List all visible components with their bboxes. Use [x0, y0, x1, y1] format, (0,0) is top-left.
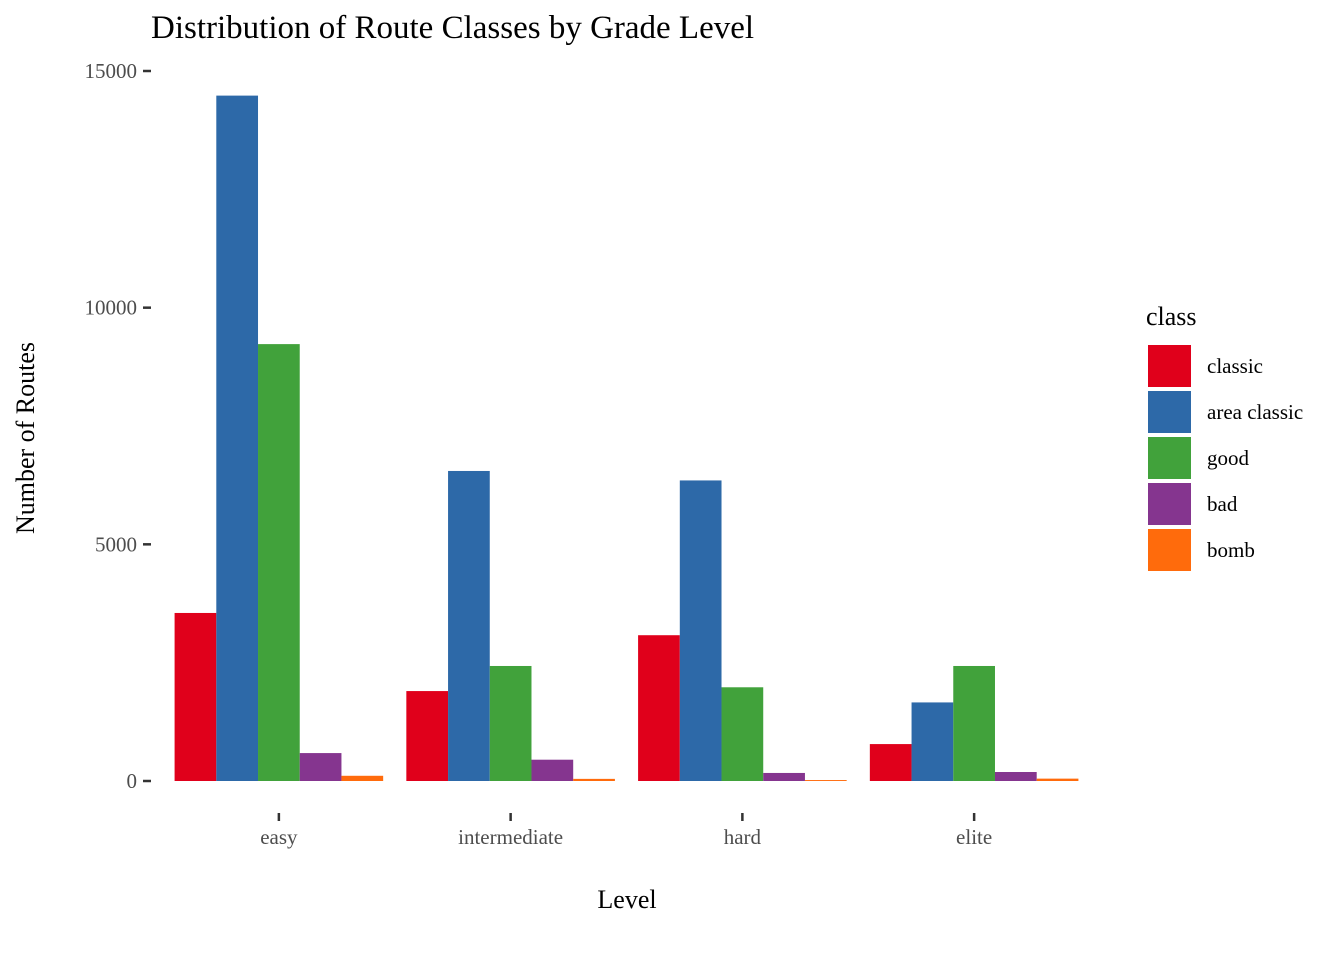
legend-item-bomb: bomb: [1148, 529, 1255, 571]
x-tick-label: easy: [260, 825, 298, 849]
legend: class classic area classic good bad bomb: [1146, 302, 1303, 571]
legend-key: [1148, 437, 1191, 479]
bar-hard-bomb: [804, 780, 847, 781]
y-tick-label: 5000: [95, 532, 137, 556]
y-tick-label: 15000: [85, 59, 138, 83]
bar-easy-classic: [174, 612, 217, 781]
x-axis-title: Level: [597, 885, 656, 914]
bar-intermediate-area-classic: [448, 470, 490, 781]
y-axis: 0 5000 10000 15000: [85, 59, 151, 793]
legend-item-classic: classic: [1148, 345, 1263, 387]
bar-elite-bad: [994, 772, 1037, 781]
bar-intermediate-bad: [531, 759, 574, 781]
legend-key: [1148, 345, 1191, 387]
y-tick-label: 0: [127, 769, 138, 793]
x-tick-label: hard: [724, 825, 762, 849]
legend-key: [1148, 391, 1191, 433]
bar-intermediate-bomb: [573, 778, 615, 781]
bar-hard-bad: [763, 772, 805, 781]
legend-title: class: [1146, 302, 1197, 331]
bar-easy-good: [258, 344, 300, 781]
x-tick-label: elite: [956, 825, 992, 849]
y-tick-label: 10000: [85, 296, 138, 320]
legend-label: area classic: [1207, 400, 1303, 424]
legend-label: classic: [1207, 354, 1263, 378]
legend-key: [1148, 529, 1191, 571]
bar-elite-area-classic: [911, 702, 954, 781]
bar-hard-area-classic: [679, 480, 722, 781]
chart-title: Distribution of Route Classes by Grade L…: [151, 10, 754, 46]
bar-elite-classic: [869, 744, 912, 781]
bar-easy-bomb: [341, 775, 384, 781]
bar-intermediate-good: [489, 665, 532, 781]
bars-group: [174, 95, 1079, 781]
bar-intermediate-classic: [406, 691, 449, 781]
bar-easy-bad: [299, 753, 342, 781]
legend-item-area-classic: area classic: [1148, 391, 1303, 433]
bar-hard-good: [721, 687, 764, 781]
bar-hard-classic: [638, 635, 680, 781]
legend-items: classic area classic good bad bomb: [1148, 345, 1303, 571]
bar-easy-area-classic: [216, 95, 259, 781]
bar-elite-bomb: [1036, 778, 1079, 781]
bar-elite-good: [953, 665, 995, 781]
y-axis-title: Number of Routes: [11, 342, 40, 534]
legend-key: [1148, 483, 1191, 525]
legend-label: bad: [1207, 492, 1238, 516]
legend-item-good: good: [1148, 437, 1250, 479]
legend-label: good: [1207, 446, 1250, 470]
legend-item-bad: bad: [1148, 483, 1238, 525]
x-tick-label: intermediate: [458, 825, 563, 849]
legend-label: bomb: [1207, 538, 1255, 562]
x-axis: easy intermediate hard elite: [260, 813, 992, 849]
